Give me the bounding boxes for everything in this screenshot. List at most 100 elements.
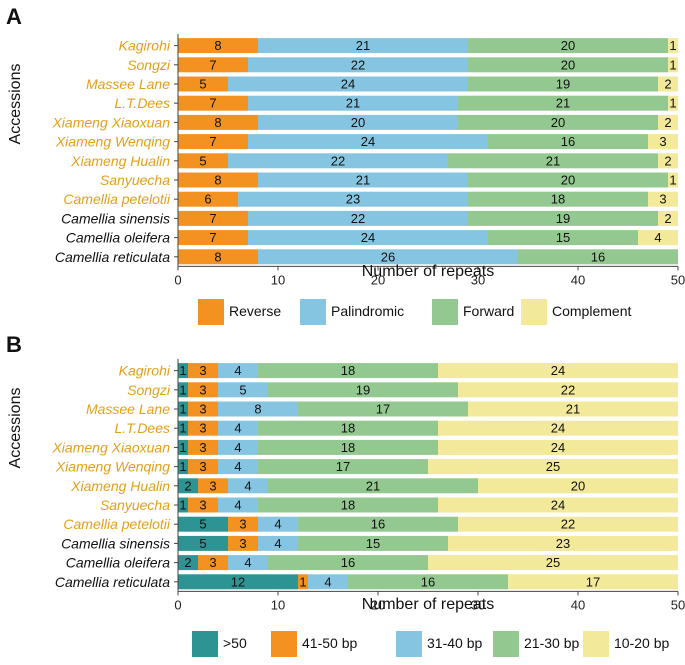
bar-segment-kagirohi-palindromic: [258, 38, 468, 54]
panel-a-value-labels: 8 21 20 17 22 20 15 24 19 27 21 21 18 20 20 27 24 16 35 22 2…: [199, 38, 676, 264]
legend-swatch-palindromic: [300, 299, 326, 325]
accession-label: Xiameng Wenqing: [55, 459, 170, 475]
bar-segment-xiameng-xiaoxuan-reverse: [178, 114, 258, 130]
accession-label: Sanyuecha: [100, 497, 170, 513]
value-label: 1: [179, 421, 186, 436]
value-label: 2: [664, 211, 671, 226]
bar-segment-xiameng-wenqing-complement: [648, 134, 678, 150]
value-label: 8: [214, 38, 221, 53]
value-label: 4: [274, 517, 281, 532]
value-label: 7: [209, 134, 216, 149]
value-label: 5: [239, 382, 246, 397]
value-label: 22: [351, 211, 365, 226]
value-label: 4: [324, 574, 331, 589]
value-label: 20: [571, 478, 585, 493]
accession-label: Camellia petelotii: [63, 191, 170, 207]
bar-segment-camellia-petelotii-complement: [648, 191, 678, 207]
bar-segment-xiameng-wenqing-forward: [488, 134, 648, 150]
value-label: 15: [366, 536, 380, 551]
x-tick-label: 0: [174, 272, 181, 287]
value-label: 7: [209, 211, 216, 226]
value-label: 25: [546, 555, 560, 570]
bar-segment-camellia-reticulata-10-20-bp: [508, 574, 678, 590]
value-label: 8: [254, 402, 261, 417]
value-label: 5: [199, 153, 206, 168]
bar-segment-songzi-palindromic: [248, 57, 468, 73]
value-label: 5: [199, 517, 206, 532]
accession-label: L.T.Dees: [114, 95, 170, 111]
legend-swatch-50: [192, 631, 218, 657]
bar-segment-camellia-oleifera-50: [178, 555, 198, 571]
bar-segment-massee-lane-31-40-bp: [218, 401, 298, 417]
value-label: 2: [664, 115, 671, 130]
value-label: 16: [421, 574, 435, 589]
bar-segment-l-t-dees-21-30-bp: [258, 420, 438, 436]
bar-segment-camellia-sinensis-41-50-bp: [228, 535, 258, 551]
accession-label: Massee Lane: [86, 76, 170, 92]
accession-label: Xiameng Xiaoxuan: [51, 439, 170, 455]
bar-segment-xiameng-hualin-31-40-bp: [228, 478, 268, 494]
bar-segment-xiameng-xiaoxuan-21-30-bp: [258, 439, 438, 455]
bar-segment-sanyuecha-41-50-bp: [188, 497, 218, 513]
value-label: 1: [179, 498, 186, 513]
value-label: 7: [209, 230, 216, 245]
bar-segment-songzi-31-40-bp: [218, 382, 268, 398]
bar-segment-kagirohi-41-50-bp: [188, 363, 218, 379]
bar-segment-camellia-reticulata-reverse: [178, 249, 258, 265]
value-label: 21: [366, 478, 380, 493]
bar-segment-xiameng-wenqing-31-40-bp: [218, 459, 258, 475]
value-label: 15: [556, 230, 570, 245]
x-tick-label: 10: [271, 272, 285, 287]
value-label: 24: [551, 363, 565, 378]
bar-segment-kagirohi-21-30-bp: [258, 363, 438, 379]
accession-label: Camellia oleifera: [66, 230, 170, 246]
value-label: 16: [341, 555, 355, 570]
value-label: 17: [586, 574, 600, 589]
x-tick-label: 30: [471, 597, 485, 612]
value-label: 5: [199, 536, 206, 551]
bar-segment-camellia-reticulata-41-50-bp: [298, 574, 308, 590]
value-label: 19: [556, 211, 570, 226]
legend-label-41-50-bp: 41-50 bp: [302, 635, 357, 651]
value-label: 3: [199, 363, 206, 378]
bar-segment-massee-lane-complement: [658, 76, 678, 92]
bar-segment-camellia-oleifera-palindromic: [248, 230, 488, 246]
bar-segment-camellia-oleifera-31-40-bp: [228, 555, 268, 571]
value-label: 3: [239, 517, 246, 532]
bar-segment-camellia-sinensis-50: [178, 535, 228, 551]
value-label: 5: [199, 77, 206, 92]
panel-a-accession-labels: Kagirohi Songzi Massee Lane L.T.Dees Xiameng…: [51, 38, 170, 265]
value-label: 1: [179, 440, 186, 455]
bar-segment-songzi-50: [178, 382, 188, 398]
value-label: 2: [184, 555, 191, 570]
value-label: 23: [556, 536, 570, 551]
value-label: 20: [561, 57, 575, 72]
bar-segment-songzi-21-30-bp: [268, 382, 458, 398]
value-label: 3: [209, 478, 216, 493]
legend-label-forward: Forward: [463, 303, 514, 319]
bar-segment-xiameng-wenqing-41-50-bp: [188, 459, 218, 475]
bar-segment-massee-lane-palindromic: [228, 76, 468, 92]
value-label: 24: [551, 440, 565, 455]
panel-b-accession-labels: Kagirohi Songzi Massee Lane L.T.Dees Xiameng…: [51, 363, 170, 590]
bar-segment-xiameng-hualin-complement: [658, 153, 678, 169]
bar-segment-sanyuecha-21-30-bp: [258, 497, 438, 513]
panel-a-bars: [178, 38, 678, 265]
bar-segment-camellia-sinensis-reverse: [178, 210, 248, 226]
bar-segment-camellia-petelotii-21-30-bp: [298, 516, 458, 532]
value-label: 19: [356, 382, 370, 397]
value-label: 8: [214, 173, 221, 188]
bar-segment-camellia-sinensis-complement: [658, 210, 678, 226]
value-label: 21: [546, 153, 560, 168]
bar-segment-sanyuecha-palindromic: [258, 172, 468, 188]
legend-swatch-forward: [432, 299, 458, 325]
value-label: 20: [561, 38, 575, 53]
bar-segment-camellia-petelotii-41-50-bp: [228, 516, 258, 532]
bar-segment-camellia-petelotii-31-40-bp: [258, 516, 298, 532]
value-label: 1: [669, 57, 676, 72]
bar-segment-camellia-sinensis-21-30-bp: [298, 535, 448, 551]
bar-segment-l-t-dees-forward: [458, 95, 668, 111]
x-tick-label: 50: [671, 272, 685, 287]
value-label: 19: [556, 77, 570, 92]
x-tick-label: 40: [571, 597, 585, 612]
